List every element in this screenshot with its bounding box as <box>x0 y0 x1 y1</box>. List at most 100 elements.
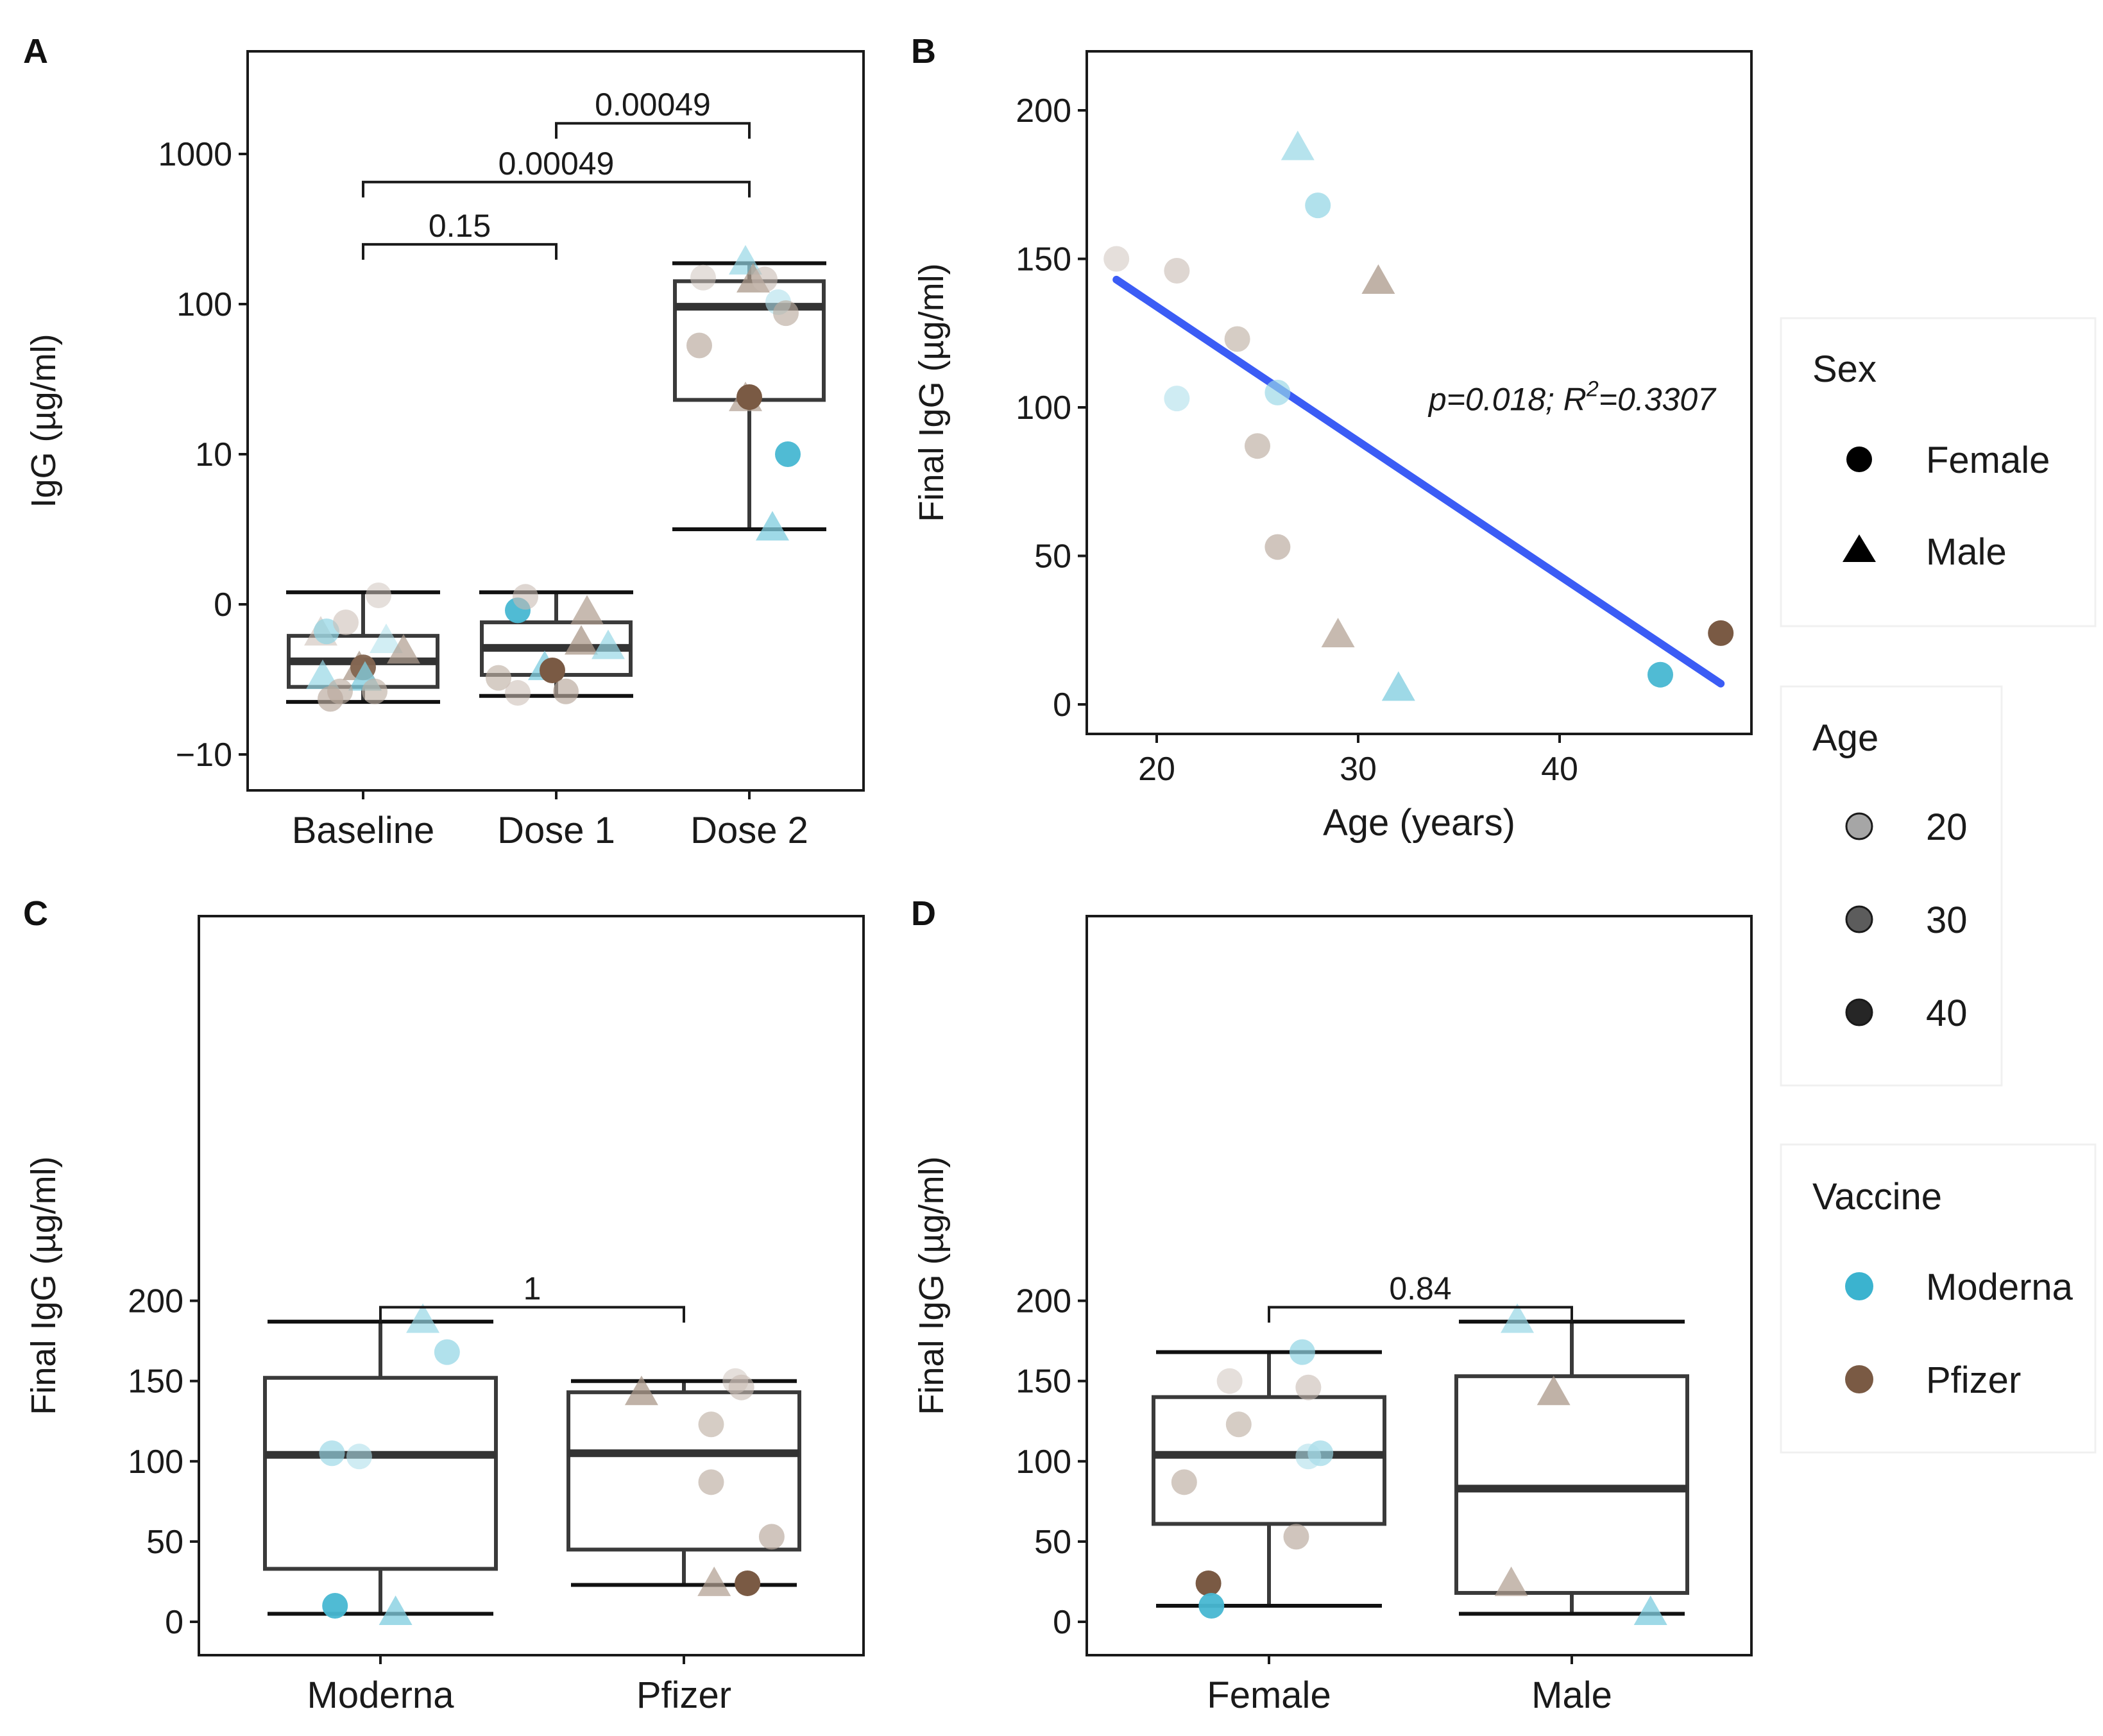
data-point <box>346 1443 372 1470</box>
data-point <box>1633 1595 1667 1625</box>
data-point <box>1103 246 1130 272</box>
iqr-box <box>566 1390 801 1552</box>
data-point <box>318 686 343 712</box>
y-tick-label: 150 <box>1016 1363 1071 1400</box>
x-tick-label: Baseline <box>292 810 434 851</box>
data-point <box>1381 671 1415 701</box>
x-tick-label: Female <box>1207 1674 1331 1716</box>
legend-age-20-swatch <box>1845 812 1873 840</box>
data-point <box>756 511 789 541</box>
y-tick-label: 150 <box>128 1363 183 1400</box>
data-point <box>1295 1443 1322 1470</box>
p-value-label: 0.15 <box>429 208 491 244</box>
data-point <box>736 384 762 411</box>
data-point <box>1264 534 1291 560</box>
data-point <box>1501 1303 1535 1333</box>
data-point <box>366 582 391 608</box>
panel-b-scatter-age: 0 50 100 150 200 20 30 40 Age (years) Final IgG (… <box>912 50 1753 844</box>
significance-bracket: 0.00049 <box>555 87 751 139</box>
data-point <box>1281 130 1315 160</box>
x-tick-label: Dose 2 <box>690 810 808 851</box>
iqr-box <box>1152 1395 1386 1526</box>
legend-male-triangle-icon <box>1843 534 1876 562</box>
x-tick-label: 20 <box>1138 751 1175 788</box>
x-tick-label: 30 <box>1340 751 1377 788</box>
annotation-text-suffix: =0.3307 <box>1599 382 1717 418</box>
y-axis-label: IgG (µg/ml) <box>24 334 63 507</box>
plot-frame <box>198 915 865 1656</box>
data-point <box>697 1566 731 1596</box>
data-point <box>1361 264 1395 294</box>
legend-age-30-swatch <box>1845 905 1873 933</box>
x-tick-label: Pfizer <box>636 1674 731 1716</box>
box-male <box>1454 1320 1689 1616</box>
bracket-line <box>362 243 558 260</box>
data-point <box>387 634 420 664</box>
legend-age-title: Age <box>1812 717 1878 759</box>
data-point <box>322 1592 348 1619</box>
y-tick-label: 10 <box>195 436 232 473</box>
y-tick-label: −10 <box>176 736 232 774</box>
annotation-text-prefix: p=0.018; R <box>1427 382 1587 418</box>
panel-letter-b: B <box>911 32 936 71</box>
data-point <box>486 665 511 691</box>
y-axis-label: Final IgG (µg/ml) <box>912 263 951 522</box>
legend-age-40: 40 <box>1926 992 1968 1034</box>
data-point <box>1283 1524 1309 1550</box>
data-point <box>1216 1368 1243 1394</box>
y-tick-label: 100 <box>1016 389 1071 427</box>
legend-sex-male: Male <box>1926 531 2007 573</box>
y-tick-label: 200 <box>1016 92 1071 130</box>
y-tick-label: 0 <box>1053 1604 1071 1641</box>
panel-d-boxplot-by-sex: 0 50 100 150 200 Final IgG (µg/ml) Female Male 0… <box>912 915 1753 1716</box>
y-tick-label: 1000 <box>158 136 232 173</box>
box-pfizer <box>566 1379 801 1587</box>
x-axis-label: Age (years) <box>1323 802 1515 844</box>
data-point <box>513 584 538 610</box>
legend-sex-title: Sex <box>1812 348 1877 390</box>
legend-pfizer-swatch <box>1845 1365 1873 1393</box>
y-tick-label: 100 <box>176 286 232 323</box>
x-tick-label: 40 <box>1541 751 1578 788</box>
regression-line <box>1112 275 1725 688</box>
data-point <box>1537 1375 1571 1406</box>
data-point <box>505 680 531 706</box>
y-tick-label: 150 <box>1016 241 1071 278</box>
data-point <box>565 625 598 655</box>
data-point <box>362 678 387 704</box>
x-tick-label: Moderna <box>307 1674 455 1716</box>
data-point <box>1289 1339 1315 1365</box>
data-point <box>1198 1592 1225 1619</box>
data-point <box>333 609 359 636</box>
data-point <box>775 441 801 467</box>
legend-vaccine-title: Vaccine <box>1812 1176 1942 1218</box>
panel-letter-c: C <box>23 894 48 933</box>
significance-bracket: 0.00049 <box>362 146 751 198</box>
data-point <box>540 657 565 683</box>
legend-vaccine-pfizer: Pfizer <box>1926 1359 2021 1401</box>
plot-frame <box>1086 915 1753 1656</box>
data-point <box>1164 258 1190 284</box>
y-tick-label: 0 <box>1053 686 1071 724</box>
panel-c-boxplot-by-vaccine: 0 50 100 150 200 Final IgG (µg/ml) Moderna Pfiz… <box>24 915 865 1716</box>
regression-annotation: p=0.018; R2=0.3307 <box>1427 377 1717 418</box>
legend-vaccine-moderna: Moderna <box>1926 1266 2073 1308</box>
panel-letter-a: A <box>23 32 48 71</box>
data-point <box>773 300 799 327</box>
data-point <box>553 678 579 704</box>
p-value-label: 0.00049 <box>595 87 711 123</box>
legend: Sex Female Male Age 20 30 40 Vaccine Mod… <box>1780 317 2097 1454</box>
x-tick-label: Dose 1 <box>497 810 615 851</box>
iqr-box <box>263 1375 498 1571</box>
data-point <box>319 1440 345 1467</box>
data-point <box>1647 661 1673 688</box>
legend-age-frame <box>1780 685 2003 1087</box>
data-point <box>690 264 716 291</box>
data-point <box>306 660 339 690</box>
data-point <box>1295 1374 1322 1400</box>
data-point <box>698 1411 724 1438</box>
data-point <box>379 1595 413 1625</box>
y-tick-label: 0 <box>165 1604 183 1641</box>
significance-bracket: 0.84 <box>1268 1271 1573 1323</box>
bracket-line <box>362 180 751 198</box>
